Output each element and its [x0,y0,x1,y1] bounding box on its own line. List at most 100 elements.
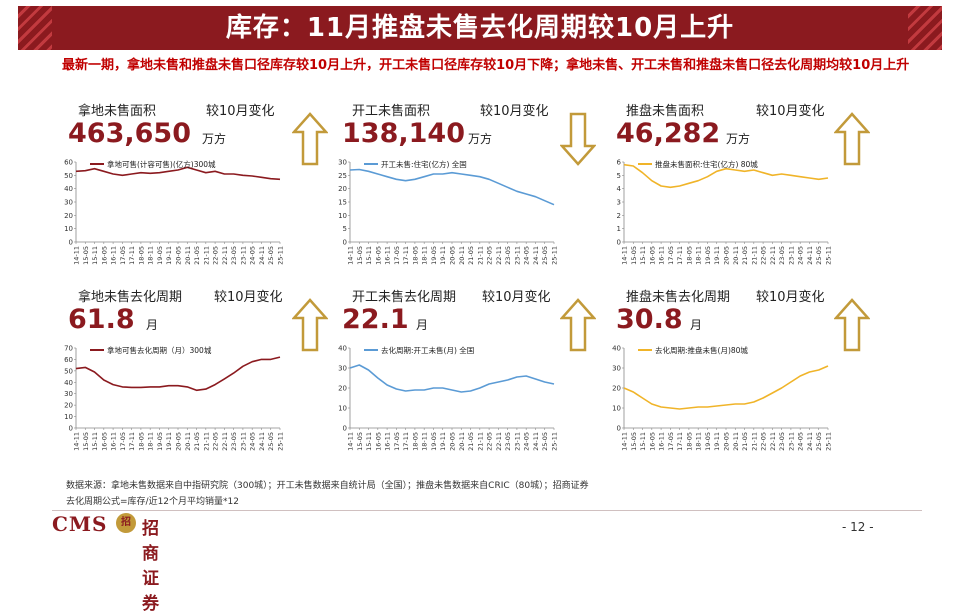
legend-label: 去化周期:开工未售(月) 全国 [381,345,474,355]
x-tick-label: 20-05 [449,246,457,265]
y-tick-label: 50 [64,172,73,180]
y-tick-label: 0 [343,239,347,247]
x-tick-label: 22-05 [212,432,220,451]
x-tick-label: 22-11 [221,432,229,451]
x-tick-label: 16-11 [110,246,118,265]
y-tick-label: 4 [617,185,622,193]
x-tick-label: 18-05 [685,246,693,265]
x-tick-label: 24-11 [806,432,814,451]
y-tick-label: 40 [612,345,621,353]
banner-background [18,6,942,50]
x-tick-label: 15-05 [82,432,90,451]
arrow-down-icon [559,112,597,166]
x-tick-label: 15-11 [639,246,647,265]
logo-cms-text: CMS [52,512,108,536]
x-tick-label: 20-11 [184,432,192,451]
change-label: 较10月变化 [756,104,825,119]
panel-launched-inventory: 推盘未售面积 较10月变化 46,282 万方 0 1 2 3 4 5 6 14-11 15-05 15-… [604,100,894,290]
arrow-shape [833,112,871,166]
x-tick-label: 15-05 [630,432,638,451]
legend-label: 拿地可售(计容可售)(亿方)300城 [107,159,216,169]
arrow-shape [559,112,597,166]
x-tick-label: 20-05 [175,246,183,265]
y-tick-label: 15 [338,199,347,207]
y-tick-label: 1 [617,225,621,233]
arrow-shape [291,298,329,352]
x-tick-label: 19-05 [704,432,712,451]
x-tick-label: 18-05 [411,246,419,265]
x-tick-label: 17-11 [676,246,684,265]
y-tick-label: 0 [69,425,73,433]
legend-label: 拿地可售去化周期（月）300城 [107,345,212,355]
logo-seal-icon: 招 [116,513,136,533]
x-tick-label: 18-11 [695,432,703,451]
title-banner: 库存：11月推盘未售去化周期较10月上升 [0,6,960,50]
y-tick-label: 0 [617,425,621,433]
metric-value: 46,282 [616,118,721,149]
banner-stripes-left [18,6,52,50]
y-tick-label: 60 [64,159,73,167]
metric-unit: 月 [416,318,429,332]
y-tick-label: 20 [338,385,347,393]
panel-label: 开工未售去化周期 [352,290,457,305]
x-tick-label: 17-11 [128,246,136,265]
x-tick-label: 23-11 [513,246,521,265]
x-tick-label: 19-11 [439,246,447,265]
x-tick-label: 17-11 [402,246,410,265]
x-tick-label: 24-05 [797,432,805,451]
x-tick-label: 21-05 [741,432,749,451]
x-tick-label: 23-05 [504,246,512,265]
x-tick-label: 20-05 [449,432,457,451]
x-tick-label: 21-05 [741,246,749,265]
x-tick-label: 24-11 [532,246,540,265]
series-line [75,166,281,181]
x-tick-label: 24-05 [523,432,531,451]
y-tick-label: 10 [338,405,347,413]
metric-value: 138,140 [342,118,465,149]
arrow-shape [291,112,329,166]
change-label: 较10月变化 [214,290,283,305]
x-tick-label: 14-11 [621,246,629,265]
x-tick-label: 17-11 [676,432,684,451]
x-tick-label: 24-11 [806,246,814,265]
x-tick-label: 20-11 [732,432,740,451]
panel-land-inventory: 拿地未售面积 较10月变化 463,650 万方 0 10 20 30 40 50 60 14-11 1… [56,100,346,290]
panel-label: 开工未售面积 [352,104,431,119]
x-tick-label: 22-11 [769,432,777,451]
x-tick-label: 17-05 [393,246,401,265]
x-tick-label: 16-05 [100,246,108,265]
x-tick-label: 23-11 [239,246,247,265]
x-tick-label: 25-11 [551,432,559,451]
x-tick-label: 22-05 [486,246,494,265]
x-tick-label: 21-11 [476,432,484,451]
y-tick-label: 70 [64,345,73,353]
arrow-up-svg [291,112,329,166]
x-tick-label: 25-05 [267,246,275,265]
x-tick-label: 23-05 [230,432,238,451]
x-tick-label: 22-11 [769,246,777,265]
y-tick-label: 5 [617,172,621,180]
banner-stripes-right [908,6,942,50]
x-tick-label: 24-11 [258,246,266,265]
change-label: 较10月变化 [756,290,825,305]
x-tick-label: 20-11 [458,432,466,451]
y-tick-label: 10 [338,212,347,220]
x-tick-label: 15-11 [365,432,373,451]
x-tick-label: 22-11 [495,246,503,265]
x-tick-label: 16-05 [100,432,108,451]
x-tick-label: 14-11 [621,432,629,451]
x-tick-label: 25-11 [277,432,285,451]
change-label: 较10月变化 [482,290,551,305]
y-tick-label: 30 [64,199,73,207]
y-tick-label: 0 [69,239,73,247]
x-tick-label: 19-11 [165,246,173,265]
x-tick-label: 25-05 [541,432,549,451]
x-tick-label: 25-11 [825,246,833,265]
x-tick-label: 25-05 [815,432,823,451]
x-tick-label: 22-05 [486,432,494,451]
x-tick-label: 21-05 [193,432,201,451]
y-tick-label: 40 [64,379,73,387]
y-tick-label: 3 [617,199,621,207]
